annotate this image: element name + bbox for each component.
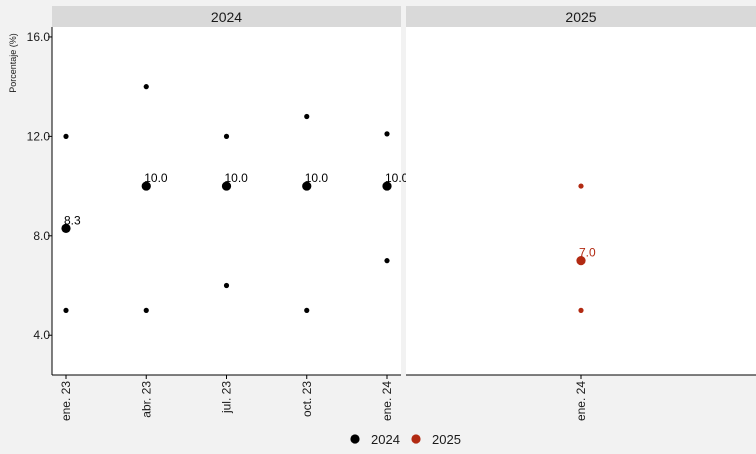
median-point (141, 181, 151, 191)
y-tick-label: 4.0 (33, 328, 50, 342)
legend-label: 2024 (371, 432, 400, 447)
legend-key (411, 434, 421, 444)
facet-strip (52, 6, 401, 27)
facet-panel-2025: 2025 ene. 24 7.0 (406, 6, 756, 421)
median-point (382, 181, 392, 191)
min-point (63, 307, 69, 313)
x-tick-label: ene. 23 (59, 381, 73, 421)
x-tick-label: oct. 23 (300, 381, 314, 417)
panel-background (52, 27, 401, 375)
x-tick-label: abr. 23 (139, 381, 153, 418)
y-axis-title: Porcentaje (%) (8, 33, 18, 93)
max-point (143, 84, 149, 90)
panel-background (406, 27, 756, 375)
median-data-label: 10.0 (225, 171, 249, 185)
max-point (304, 113, 310, 120)
facet-panel-2024: 2024 4.0 8.0 12.0 16.0 ene. 23 8.3 abr. 23 10.0 j… (27, 6, 409, 421)
y-tick-label: 12.0 (27, 129, 51, 143)
median-point (221, 181, 232, 191)
legend-label: 2025 (432, 432, 461, 447)
median-data-label: 10.0 (385, 171, 409, 185)
median-data-label: 8.3 (64, 213, 81, 227)
y-tick-label: 8.0 (33, 229, 50, 243)
max-point (384, 131, 390, 137)
max-point (63, 133, 69, 139)
median-point (302, 181, 312, 191)
min-point (384, 258, 390, 264)
facet-strip-label: 2024 (211, 9, 242, 25)
median-point (576, 256, 586, 266)
plot-layer: 2024 4.0 8.0 12.0 16.0 ene. 23 8.3 abr. 23 10.0 j… (27, 6, 756, 447)
legend: 2024 2025 (350, 432, 461, 447)
median-data-label: 10.0 (305, 171, 329, 185)
max-point (578, 183, 584, 189)
x-tick-label: ene. 24 (574, 381, 588, 421)
y-tick-label: 16.0 (27, 30, 51, 44)
min-point (304, 307, 310, 313)
median-data-label: 10.0 (144, 171, 168, 185)
min-point (143, 307, 149, 313)
median-data-label: 7.0 (579, 246, 596, 260)
min-point (223, 282, 230, 289)
min-point (578, 307, 584, 313)
facet-strip-label: 2025 (565, 9, 596, 25)
legend-key (350, 434, 360, 444)
median-point (61, 223, 71, 233)
facet-strip (406, 6, 756, 27)
max-point (223, 133, 230, 139)
x-tick-label: jul. 23 (220, 381, 234, 414)
x-tick-label: ene. 24 (380, 381, 394, 421)
